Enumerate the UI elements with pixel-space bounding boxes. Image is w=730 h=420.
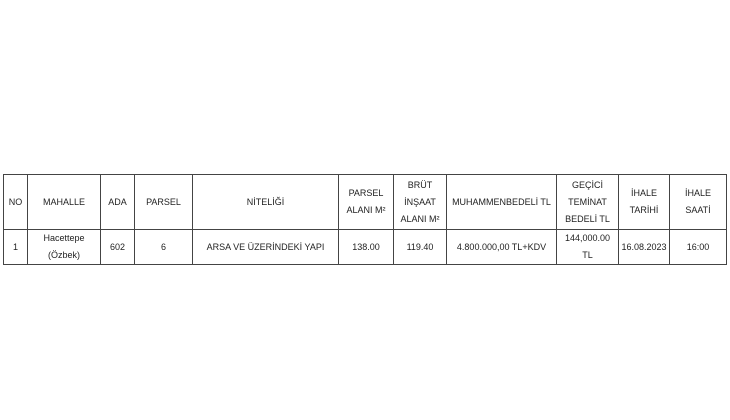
table-cell: 144,000.00 TL [556, 229, 619, 265]
header-row: NO MAHALLE ADA PARSEL NİTELİĞİ PARSEL ALANI M… [3, 174, 727, 230]
table-cell: 4.800.000,00 TL+KDV [446, 229, 557, 265]
column-header: NO [3, 174, 28, 230]
table-cell: 16:00 [669, 229, 727, 265]
table-cell: 16.08.2023 [618, 229, 670, 265]
table-cell: 6 [134, 229, 193, 265]
column-header: PARSEL ALANI M² [338, 174, 394, 230]
table-cell: ARSA VE ÜZERİNDEKİ YAPI [192, 229, 339, 265]
table-cell: 602 [100, 229, 135, 265]
column-header: ADA [100, 174, 135, 230]
table-row: 1 Hacettepe (Özbek) 602 6 ARSA VE ÜZERİNDEKİ… [3, 229, 727, 265]
column-header: MAHALLE [27, 174, 101, 230]
column-header: PARSEL [134, 174, 193, 230]
column-header: MUHAMMENBEDELİ TL [446, 174, 557, 230]
auction-table: NO MAHALLE ADA PARSEL NİTELİĞİ PARSEL ALANI M… [3, 174, 727, 265]
column-header: İHALE SAATİ [669, 174, 727, 230]
column-header: BRÜT İNŞAAT ALANI M² [393, 174, 447, 230]
column-header: GEÇİCİ TEMİNAT BEDELİ TL [556, 174, 619, 230]
table-cell: 119.40 [393, 229, 447, 265]
table-cell: 138.00 [338, 229, 394, 265]
table-cell: Hacettepe (Özbek) [27, 229, 101, 265]
column-header: NİTELİĞİ [192, 174, 339, 230]
column-header: İHALE TARİHİ [618, 174, 670, 230]
table-cell: 1 [3, 229, 28, 265]
